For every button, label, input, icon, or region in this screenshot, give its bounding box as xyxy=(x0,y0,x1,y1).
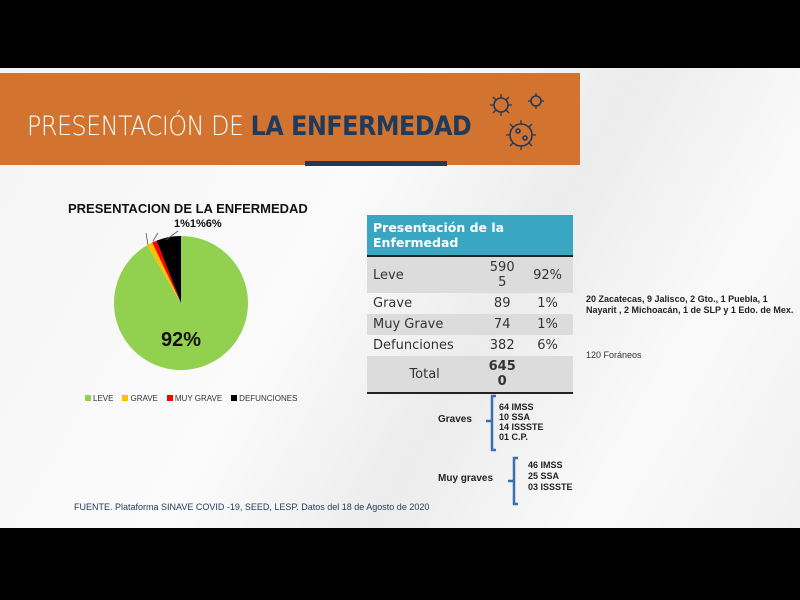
row-label: Defunciones xyxy=(373,338,454,353)
legend-label: LEVE xyxy=(93,394,114,403)
legend-label: MUY GRAVE xyxy=(174,394,223,403)
row-label: Leve xyxy=(367,256,483,293)
table-row: Grave 89 1% xyxy=(367,293,573,314)
graves-list: 64 IMSS 10 SSA 14 ISSSTE 01 C.P. xyxy=(499,402,544,442)
row-pct: 1% xyxy=(522,314,573,335)
states-note: 20 Zacatecas, 9 Jalisco, 2 Gto., 1 Puebl… xyxy=(586,294,794,315)
row-count: 382 xyxy=(489,338,515,353)
row-pct: 1% xyxy=(537,296,558,311)
row-label: Muy Grave xyxy=(367,314,483,335)
disease-table: Presentación de la Enfermedad Leve 5905 92… xyxy=(367,215,573,394)
table-row: Defunciones 382 6% xyxy=(367,335,573,356)
muy-graves-label: Muy graves xyxy=(438,473,494,484)
graves-item: 64 IMSS xyxy=(499,402,534,412)
small-slice-labels: 1%1%6% xyxy=(174,218,222,230)
row-count: 5905 xyxy=(482,256,523,293)
table-row: Muy Grave 74 1% xyxy=(367,314,573,335)
muy-graves-item: 46 IMSS xyxy=(528,460,563,470)
row-count: 89 xyxy=(493,296,511,311)
muy-graves-item: 25 SSA xyxy=(528,471,560,481)
leader-line xyxy=(145,232,149,246)
legend-swatch xyxy=(166,395,173,401)
table-total-row: Total 6450 xyxy=(367,356,573,394)
graves-item: 10 SSA xyxy=(499,412,531,422)
total-value: 6450 xyxy=(482,356,523,394)
table-row: Leve 5905 92% xyxy=(367,256,573,293)
pie-slice-defunciones xyxy=(156,236,181,303)
row-label: Grave xyxy=(373,296,413,311)
foraneos-note: 120 Foráneos xyxy=(586,350,642,360)
pie-slice-leve xyxy=(113,236,249,370)
graves-item: 14 ISSSTE xyxy=(499,422,544,432)
legend-item: LEVE xyxy=(85,394,113,403)
graves-label: Graves xyxy=(438,414,472,425)
chart-legend: LEVE GRAVE MUY GRAVE DEFUNCIONES xyxy=(85,394,297,403)
chart-title: PRESENTACION DE LA ENFERMEDAD xyxy=(68,201,308,216)
legend-swatch xyxy=(122,395,129,401)
muy-graves-list: 46 IMSS 25 SSA 03 ISSSTE xyxy=(528,460,573,493)
muy-graves-brace xyxy=(508,456,518,506)
row-pct: 6% xyxy=(537,338,558,353)
legend-item: DEFUNCIONES xyxy=(231,394,297,403)
graves-brace xyxy=(486,394,496,452)
leader-line xyxy=(165,230,179,241)
legend-label: DEFUNCIONES xyxy=(239,394,298,403)
virus-icon xyxy=(490,93,544,150)
source-note: FUENTE. Plataforma SINAVE COVID -19, SEE… xyxy=(74,502,430,512)
table-header: Presentación de la Enfermedad xyxy=(367,215,573,257)
legend-item: GRAVE xyxy=(122,394,158,403)
pie-label-leve: 92% xyxy=(161,329,201,351)
legend-item: MUY GRAVE xyxy=(166,394,223,403)
leader-line xyxy=(152,232,159,242)
total-label: Total xyxy=(367,356,483,394)
pie-chart: 92% xyxy=(113,230,249,370)
title-banner: PRESENTACIÓN DE LA ENFERMEDAD xyxy=(0,73,580,165)
legend-label: GRAVE xyxy=(130,394,158,403)
legend-swatch xyxy=(231,395,238,401)
muy-graves-item: 03 ISSSTE xyxy=(528,482,573,492)
slide: PRESENTACIÓN DE LA ENFERMEDAD PRESENTACI… xyxy=(0,68,800,528)
slide-title: PRESENTACIÓN DE LA ENFERMEDAD xyxy=(27,111,472,142)
row-count: 74 xyxy=(482,314,523,335)
title-light: PRESENTACIÓN DE xyxy=(27,111,251,142)
title-underline xyxy=(305,161,447,166)
legend-swatch xyxy=(85,395,91,401)
row-pct: 92% xyxy=(522,256,573,293)
pie-slice-muy-grave xyxy=(152,240,181,303)
title-bold: LA ENFERMEDAD xyxy=(250,111,472,142)
pie-slice-grave xyxy=(147,242,181,303)
graves-item: 01 C.P. xyxy=(499,432,528,442)
